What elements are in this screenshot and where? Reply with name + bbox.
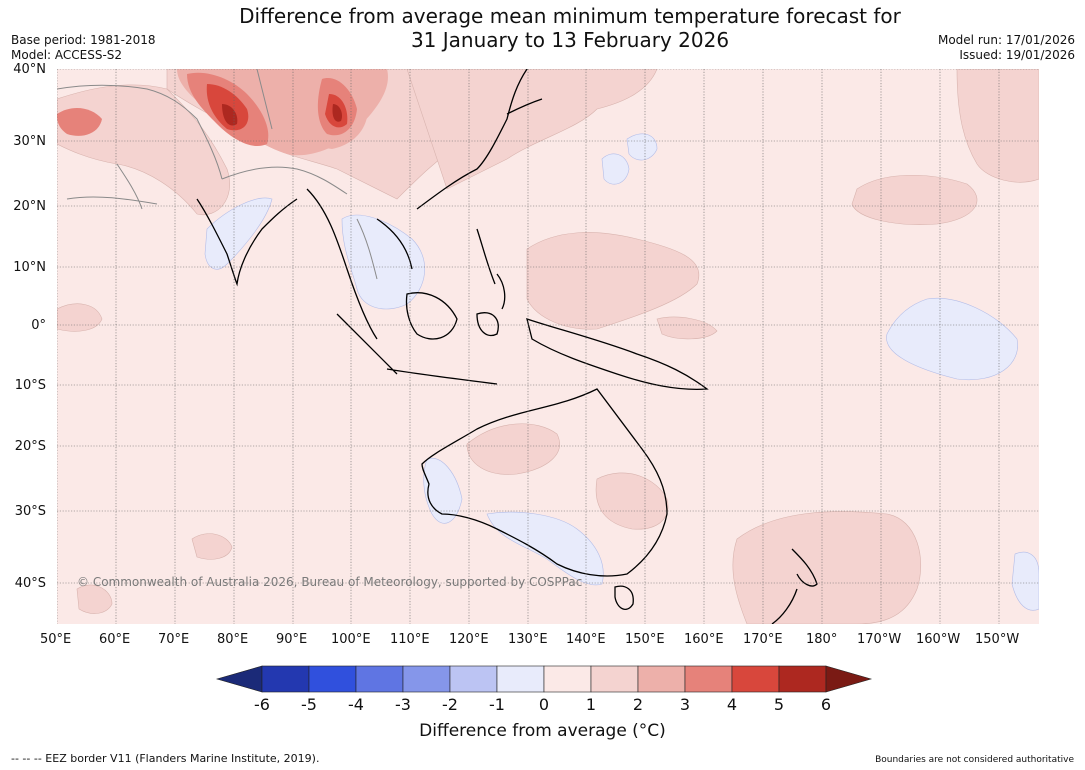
colorbar-segment — [590, 665, 639, 693]
colorbar-extend-high — [825, 665, 873, 693]
colorbar-tick-label: 3 — [679, 695, 691, 714]
base-period: Base period: 1981-2018 — [11, 33, 156, 47]
model-name: Model: ACCESS-S2 — [11, 48, 123, 62]
lon-label: 60°E — [99, 632, 131, 647]
anomaly-minus-1-0-regions — [204, 133, 1039, 611]
boundary-disclaimer: Boundaries are not considered authoritat… — [875, 755, 1074, 765]
lat-label: 10°S — [14, 378, 46, 393]
colorbar-segment — [261, 665, 310, 693]
anomaly-warm-core — [57, 69, 388, 156]
colorbar-tick-label: 0 — [538, 695, 550, 714]
lon-label: 80°E — [217, 632, 249, 647]
issued-date: Issued: 19/01/2026 — [959, 48, 1075, 62]
colorbar-segment — [449, 665, 498, 693]
lon-label: 180° — [806, 632, 838, 647]
title-line-2: 31 January to 13 February 2026 — [410, 28, 730, 52]
lon-label: 50°E — [40, 632, 72, 647]
lon-label: 150°E — [625, 632, 665, 647]
lat-label: 40°S — [14, 576, 46, 591]
copyright-notice: © Commonwealth of Australia 2026, Bureau… — [77, 575, 583, 589]
colorbar-extend-low — [215, 665, 263, 693]
colorbar-segment — [402, 665, 451, 693]
lon-label: 70°E — [158, 632, 190, 647]
lat-label: 20°S — [14, 439, 46, 454]
graticule — [57, 69, 1039, 624]
colorbar-tick-label: -1 — [489, 695, 505, 714]
map-canvas — [57, 69, 1039, 624]
colorbar-segment — [355, 665, 404, 693]
colorbar-segment — [637, 665, 686, 693]
anomaly-1-2-regions — [57, 69, 1039, 624]
lat-label: 0° — [31, 318, 46, 333]
lat-label: 20°N — [13, 199, 46, 214]
lat-label: 30°S — [14, 504, 46, 519]
colorbar-tick-label: -4 — [348, 695, 364, 714]
lon-label: 170°E — [743, 632, 783, 647]
colorbar — [215, 665, 873, 693]
lon-label: 160°W — [916, 632, 961, 647]
title-line-1: Difference from average mean minimum tem… — [239, 4, 901, 28]
lon-label: 90°E — [276, 632, 308, 647]
coastlines — [196, 69, 818, 624]
eez-note: -- -- -- EEZ border V11 (Flanders Marine… — [11, 752, 320, 765]
lon-label: 120°E — [449, 632, 489, 647]
lat-label: 40°N — [13, 62, 46, 77]
colorbar-label: Difference from average (°C) — [419, 721, 666, 741]
lon-label: 150°W — [975, 632, 1020, 647]
lon-label: 140°E — [566, 632, 606, 647]
colorbar-tick-label: 6 — [820, 695, 832, 714]
map-title: Difference from average mean minimum tem… — [0, 4, 1085, 52]
model-run: Model run: 17/01/2026 — [937, 33, 1075, 47]
colorbar-tick-label: 4 — [726, 695, 738, 714]
lon-label: 160°E — [684, 632, 724, 647]
lon-label: 100°E — [331, 632, 371, 647]
colorbar-tick-label: -2 — [442, 695, 458, 714]
country-borders — [57, 69, 378, 280]
colorbar-tick-label: 2 — [632, 695, 644, 714]
colorbar-tick-label: -6 — [254, 695, 270, 714]
lon-label: 170°W — [857, 632, 902, 647]
colorbar-tick-label: -3 — [395, 695, 411, 714]
colorbar-segment — [684, 665, 733, 693]
lat-label: 10°N — [13, 260, 46, 275]
colorbar-tick-label: 1 — [585, 695, 597, 714]
forecast-map: © Commonwealth of Australia 2026, Bureau… — [57, 69, 1039, 624]
colorbar-segment — [308, 665, 357, 693]
lat-label: 30°N — [13, 134, 46, 149]
lon-label: 110°E — [390, 632, 430, 647]
colorbar-tick-label: -5 — [301, 695, 317, 714]
colorbar-segment — [543, 665, 592, 693]
colorbar-segment — [731, 665, 780, 693]
lon-label: 130°E — [508, 632, 548, 647]
colorbar-segment — [496, 665, 545, 693]
colorbar-segment — [778, 665, 827, 693]
colorbar-tick-label: 5 — [773, 695, 785, 714]
